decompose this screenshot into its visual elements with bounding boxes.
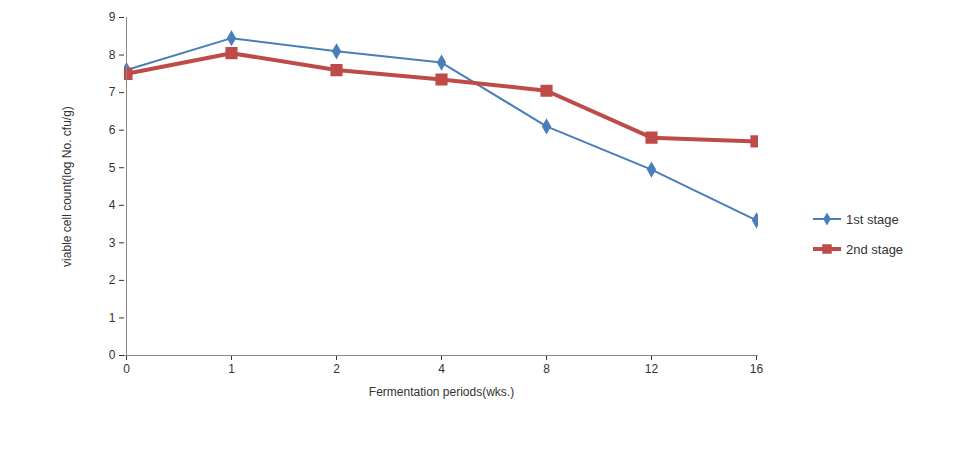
svg-text:12: 12 [645,362,659,376]
svg-text:2: 2 [333,362,340,376]
svg-text:3: 3 [109,236,116,250]
svg-text:Fermentation periods(wks.): Fermentation periods(wks.) [369,385,514,399]
svg-text:viable cell count(log No. cfu/: viable cell count(log No. cfu/g) [60,106,74,267]
svg-text:1: 1 [109,311,116,325]
svg-text:8: 8 [109,48,116,62]
html-text:1st stage: 1st stage [846,211,899,227]
svg-text:0: 0 [123,362,130,376]
html-text:2nd stage: 2nd stage [846,241,904,257]
svg-text:9: 9 [109,10,116,24]
svg-text:1: 1 [228,362,235,376]
svg-text:7: 7 [109,85,116,99]
svg-text:8: 8 [543,362,550,376]
svg-text:0: 0 [109,348,116,362]
svg-text:4: 4 [438,362,445,376]
svg-text:2: 2 [109,273,116,287]
svg-text:5: 5 [109,161,116,175]
svg-text:16: 16 [750,362,764,376]
svg-text:6: 6 [109,123,116,137]
svg-text:4: 4 [109,198,116,212]
